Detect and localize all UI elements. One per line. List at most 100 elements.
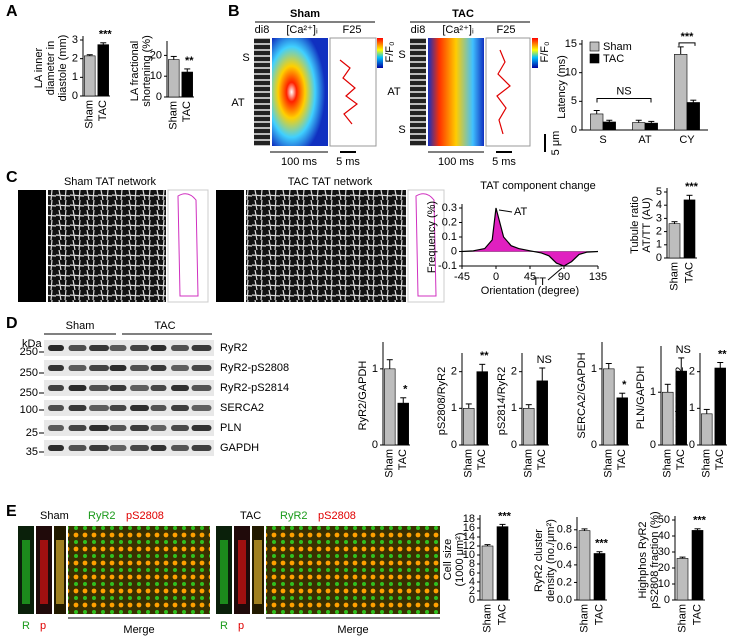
y-tick-label: 1 [650, 386, 656, 398]
x-tick-label: Sham [603, 449, 615, 478]
x-tick-label: TAC [397, 449, 409, 470]
y-tick-label: 10 [150, 70, 162, 82]
y-tick-label: 0.3 [442, 202, 457, 214]
y-tick-label: 12 [463, 540, 475, 552]
x-axis-label: Orientation (degree) [481, 285, 579, 297]
blot-band [171, 425, 189, 431]
y-tick-label: 1 [689, 402, 695, 414]
annotation: NS [616, 85, 631, 97]
row-label: S [242, 52, 249, 64]
chart-title: TAT component change [480, 180, 596, 192]
y-tick-label: 2 [689, 366, 695, 378]
bar [181, 71, 193, 98]
y-tick-label: 2 [511, 366, 517, 378]
column-label: di8 [411, 24, 426, 36]
channel-label: p [238, 620, 244, 632]
colorbar-label: F/F₀ [384, 41, 396, 62]
y-tick-label: 0.4 [557, 559, 572, 571]
y-tick-label: 16 [463, 522, 475, 534]
bar [590, 113, 604, 131]
y-tick-label: 2 [469, 585, 475, 597]
y-tick-label: 10 [463, 549, 475, 561]
marker-unit: kDa [22, 338, 42, 350]
line [461, 207, 599, 267]
bar [686, 102, 700, 131]
y-tick-label: 4 [656, 199, 662, 211]
annotation: TT [533, 276, 547, 288]
y-tick-label: 0 [469, 594, 475, 606]
scale-label: 100 ms [281, 156, 318, 168]
row-label: AT [387, 86, 401, 98]
column-label: [Ca²⁺]ᵢ [286, 24, 318, 36]
blot-band [171, 385, 189, 391]
significance: *** [498, 510, 512, 522]
bar [397, 402, 409, 446]
column-label: F25 [343, 24, 362, 36]
group-label: Sham [66, 320, 95, 332]
bar [662, 391, 674, 446]
bar [602, 121, 616, 131]
x-tick-label: 135 [589, 271, 607, 283]
blot-strip [44, 340, 214, 356]
band-label: RyR2 [220, 342, 248, 354]
bracket [596, 98, 652, 103]
y-axis-label: Highphos RyR2 [637, 521, 649, 598]
blot-band [89, 405, 109, 411]
bar [578, 530, 591, 601]
y-axis-label: SERCA2/GAPDH [576, 352, 588, 438]
column-label: F25 [497, 24, 516, 36]
bar [701, 413, 713, 446]
column-label: [Ca²⁺]ᵢ [442, 24, 474, 36]
y-tick-label: 0 [689, 439, 695, 451]
bar [476, 371, 488, 446]
x-tick-label: TAC [691, 604, 703, 625]
x-tick-label: Sham [578, 604, 590, 633]
blot-strip [44, 420, 214, 436]
scale-label: 100 ms [438, 156, 475, 168]
bar [384, 368, 396, 446]
y-tick-label: 1 [72, 71, 78, 83]
blot-band [191, 445, 212, 451]
y-tick-label: 1 [511, 402, 517, 414]
y-axis-label: pS2808 fraction (%) [649, 511, 661, 608]
blot-band [130, 365, 149, 371]
bar [616, 397, 628, 446]
y-tick-label: 30 [658, 546, 670, 558]
row-label: AT [231, 97, 245, 109]
y-axis-label: PLN/GAPDH [635, 366, 647, 430]
blot-band [109, 405, 127, 411]
y-tick-label: 0 [650, 439, 656, 451]
x-tick-label: CY [679, 134, 695, 146]
y-tick-label: 0 [451, 439, 457, 451]
bar [683, 199, 696, 259]
y-tick-label: 0 [511, 439, 517, 451]
blot-strip [44, 400, 214, 416]
y-axis-label: diameter in [45, 41, 57, 95]
x-tick-label: -45 [454, 271, 470, 283]
scale-label: 5 μm [550, 131, 562, 156]
significance: *** [99, 29, 113, 41]
blot-band [150, 385, 167, 391]
y-axis-label: Tubule ratio [629, 196, 641, 254]
y-axis-label: RyR2/GAPDH [357, 361, 369, 431]
y-tick-label: 0 [664, 594, 670, 606]
scale-label: 5 ms [336, 156, 360, 168]
bar [676, 558, 689, 601]
stain-label: pS2808 [126, 510, 164, 522]
scale-label: 5 ms [492, 156, 516, 168]
marker-label: 250 [20, 346, 38, 358]
blot-band [130, 405, 149, 411]
blot-band [48, 445, 64, 451]
pointer [498, 209, 513, 213]
y-axis-label: pS2814/RyR2 [496, 367, 508, 436]
colorbar-label: F/F₀ [539, 41, 551, 62]
annotation: *** [681, 31, 695, 43]
image-title: TAC [452, 8, 474, 20]
row-label: S [398, 124, 405, 136]
y-tick-label: 1 [451, 402, 457, 414]
significance: *** [693, 515, 707, 527]
blot-band [109, 385, 127, 391]
panel-label: C [6, 169, 18, 186]
x-tick-label: TAC [181, 101, 193, 122]
